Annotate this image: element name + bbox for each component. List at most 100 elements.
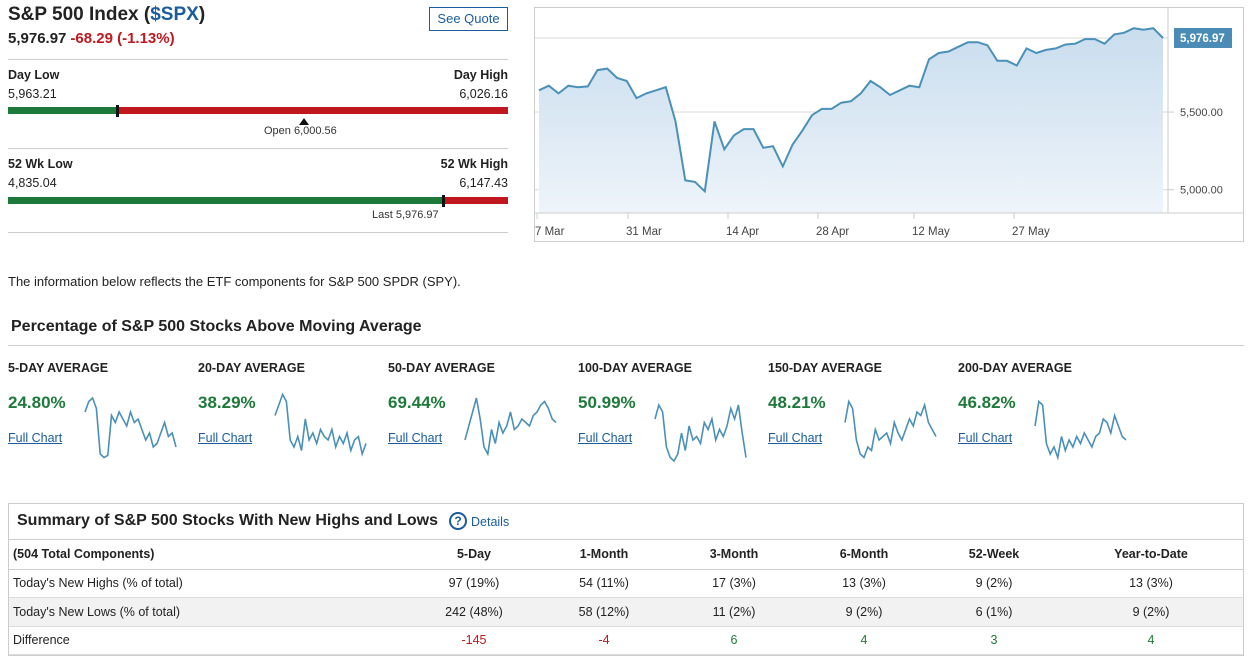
sparkline [464, 397, 557, 457]
moving-average-label: 20-DAY AVERAGE [198, 361, 305, 375]
moving-average-value: 50.99% [578, 393, 636, 412]
divider [8, 59, 508, 60]
current-price-label: 5,976.97 [1180, 33, 1225, 45]
title-suffix: ) [198, 4, 206, 25]
table-cell: -145 [409, 626, 539, 655]
wk52-high-value: 6,147.43 [459, 176, 508, 190]
full-chart-link[interactable]: Full Chart [768, 431, 823, 445]
moving-average-value: 24.80% [8, 393, 66, 412]
wk52-high-label: 52 Wk High [440, 157, 508, 171]
x-tick-label: 12 May [912, 226, 950, 238]
price-line: 5,976.97 -68.29 (-1.13%) [8, 30, 175, 47]
full-chart-link[interactable]: Full Chart [198, 431, 253, 445]
summary-title: Summary of S&P 500 Stocks With New Highs… [17, 512, 438, 529]
full-chart-link[interactable]: Full Chart [578, 431, 633, 445]
table-row: Difference -145 -4 6 4 3 4 [9, 626, 1243, 655]
price-change: -68.29 (-1.13%) [70, 30, 175, 47]
see-quote-button[interactable]: See Quote [429, 7, 508, 31]
sparkline-series [464, 397, 557, 457]
moving-average-label: 100-DAY AVERAGE [578, 361, 692, 375]
table-cell: 54 (11%) [539, 569, 669, 598]
table-cell: -4 [539, 626, 669, 655]
y-tick-label: 5,000.00 [1180, 185, 1223, 197]
y-tick-label: 5,500.00 [1180, 107, 1223, 119]
table-cell: 4 [1059, 626, 1243, 655]
x-tick-label: 31 Mar [626, 226, 662, 238]
moving-average-value: 69.44% [388, 393, 446, 412]
moving-average-label: 150-DAY AVERAGE [768, 361, 882, 375]
details-link[interactable]: Details [471, 515, 510, 529]
wk52-low-label: 52 Wk Low [8, 157, 73, 171]
table-cell: 11 (2%) [669, 597, 799, 627]
day-range-bar [8, 105, 508, 117]
moving-average-label: 5-DAY AVERAGE [8, 361, 109, 375]
table-row: Today's New Highs (% of total) 97 (19%) 54… [9, 569, 1243, 598]
table-row: Today's New Lows (% of total) 242 (48%) 58… [9, 597, 1243, 627]
table-cell: 97 (19%) [409, 569, 539, 598]
sparkline-series [654, 402, 747, 463]
sparkline-series [84, 396, 177, 459]
help-icon[interactable]: ? [449, 512, 467, 530]
symbol-link[interactable]: $SPX [150, 4, 199, 25]
moving-average-value: 48.21% [768, 393, 826, 412]
price-area [539, 28, 1163, 214]
title-prefix: S&P 500 Index ( [8, 4, 151, 25]
table-cell: 3 [929, 626, 1059, 655]
day-high-value: 6,026.16 [459, 87, 508, 101]
moving-average-label: 200-DAY AVERAGE [958, 361, 1072, 375]
full-chart-link[interactable]: Full Chart [388, 431, 443, 445]
row-label: Difference [9, 626, 409, 655]
price-chart[interactable]: 7 Mar 31 Mar 14 Apr 28 Apr 12 May 27 May 5,50… [534, 7, 1244, 242]
sparkline-series [1034, 399, 1127, 461]
row-label: Today's New Lows (% of total) [9, 597, 409, 627]
day-range-red [117, 107, 508, 114]
x-tick-label: 27 May [1012, 226, 1050, 238]
sparkline [1034, 399, 1127, 461]
sparkline-series [844, 399, 937, 459]
divider [9, 539, 1243, 540]
full-chart-link[interactable]: Full Chart [958, 431, 1013, 445]
sparkline [654, 402, 747, 463]
table-cell: 13 (3%) [799, 569, 929, 598]
day-range-marker [116, 105, 119, 117]
day-low-value: 5,963.21 [8, 87, 57, 101]
table-cell: 4 [799, 626, 929, 655]
page-title: S&P 500 Index ($SPX) [8, 4, 205, 26]
open-note: Open 6,000.56 [264, 125, 337, 137]
last-price: 5,976.97 [8, 30, 67, 47]
table-cell: 13 (3%) [1059, 569, 1243, 598]
open-marker-icon [299, 118, 309, 125]
day-low-label: Day Low [8, 68, 60, 82]
last-note: Last 5,976.97 [372, 209, 439, 221]
summary-table: (504 Total Components) 5-Day 1-Month 3-Mont… [9, 540, 1243, 655]
price-line-series [538, 27, 1164, 194]
table-cell: 6 [669, 626, 799, 655]
moving-average-value: 38.29% [198, 393, 256, 412]
wk52-range-green [8, 197, 443, 204]
current-price-tag [1174, 27, 1232, 48]
row-label: Today's New Highs (% of total) [9, 569, 409, 598]
summary-panel [8, 503, 1244, 656]
moving-average-title: Percentage of S&P 500 Stocks Above Movin… [11, 318, 422, 335]
column-header: 5-Day [409, 540, 539, 570]
table-cell: 6 (1%) [929, 597, 1059, 627]
info-text: The information below reflects the ETF c… [8, 274, 461, 289]
day-high-label: Day High [453, 68, 508, 82]
full-chart-link[interactable]: Full Chart [8, 431, 63, 445]
column-header: 1-Month [539, 540, 669, 570]
moving-average-label: 50-DAY AVERAGE [388, 361, 495, 375]
wk52-range-bar [8, 195, 508, 207]
moving-average-value: 46.82% [958, 393, 1016, 412]
divider [8, 345, 1244, 346]
column-header: 3-Month [669, 540, 799, 570]
divider [8, 148, 508, 149]
table-cell: 9 (2%) [929, 569, 1059, 598]
sparkline-series [274, 392, 367, 457]
x-tick-label: 28 Apr [816, 226, 849, 238]
price-chart-svg: 7 Mar 31 Mar 14 Apr 28 Apr 12 May 27 May 5,50… [535, 8, 1243, 238]
wk52-range-red [443, 197, 508, 204]
table-cell: 17 (3%) [669, 569, 799, 598]
wk52-low-value: 4,835.04 [8, 176, 57, 190]
table-cell: 242 (48%) [409, 597, 539, 627]
table-cell: 58 (12%) [539, 597, 669, 627]
